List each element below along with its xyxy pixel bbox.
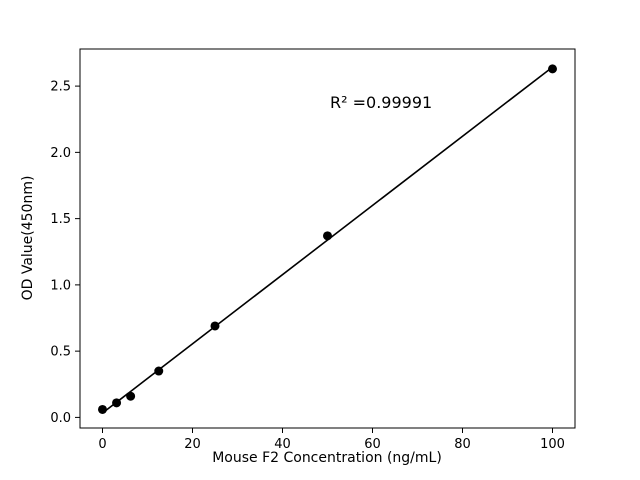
data-point — [323, 231, 332, 241]
plot-border — [79, 48, 576, 429]
y-tick-label: 1.5 — [50, 212, 71, 227]
x-tick-label: 40 — [274, 437, 291, 452]
data-point — [112, 398, 122, 408]
y-tick-label: 0.0 — [50, 411, 71, 426]
x-tick-label: 60 — [364, 437, 381, 452]
data-point — [98, 404, 107, 414]
data-point — [154, 366, 164, 376]
data-point — [210, 321, 220, 331]
x-tick-label: 80 — [454, 437, 471, 452]
y-axis-ticks: 0.0 0.5 1.0 1.5 2.0 2.5 — [50, 80, 80, 426]
x-axis-label: Mouse F2 Concentration (ng/mL) — [212, 450, 442, 466]
x-tick-label: 0 — [98, 437, 106, 452]
data-point — [126, 391, 136, 401]
data-series — [98, 64, 557, 414]
r-squared-annotation: R² =0.99991 — [330, 93, 432, 112]
x-axis-ticks: 0 20 40 60 80 100 — [98, 428, 565, 452]
x-tick-label: 100 — [540, 437, 565, 452]
y-tick-label: 1.0 — [50, 278, 71, 293]
y-tick-label: 2.5 — [50, 80, 71, 95]
data-point — [548, 64, 557, 74]
x-tick-label: 20 — [184, 437, 201, 452]
y-axis-label: OD Value(450nm) — [20, 176, 36, 301]
y-tick-label: 0.5 — [50, 345, 71, 360]
y-tick-label: 2.0 — [50, 146, 71, 161]
